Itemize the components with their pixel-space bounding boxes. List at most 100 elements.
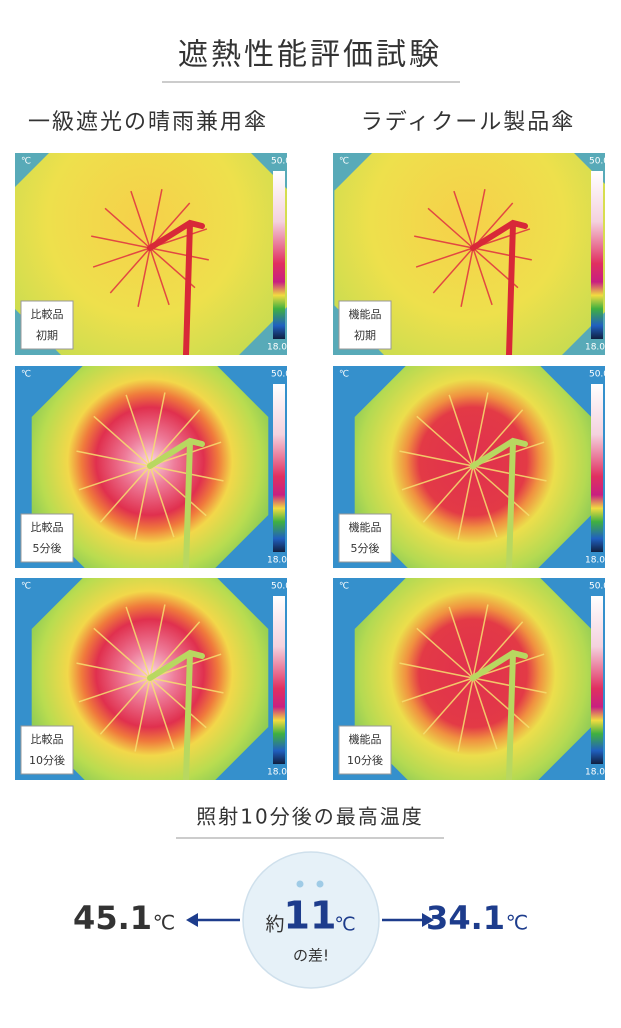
column-heading: ラディクール製品傘 (361, 110, 575, 135)
umbrella-rib (134, 677, 151, 752)
unit-label: ℃ (21, 582, 31, 592)
umbrella-rib (149, 247, 170, 306)
umbrella-handle (147, 649, 205, 780)
result-title: 照射10分後の最高温度 (196, 805, 423, 829)
label-line: 10分後 (29, 753, 65, 767)
umbrella-rib (472, 392, 489, 467)
right-unit: ℃ (506, 911, 528, 935)
umbrella-rib (109, 247, 151, 294)
umbrella-canopy (334, 153, 605, 355)
umbrella-rib (472, 621, 524, 679)
umbrella-rib (149, 677, 175, 750)
left-unit: ℃ (153, 911, 175, 935)
umbrella-rib (149, 189, 163, 249)
thermal-image: ℃ 50.0 18.0 比較品 5分後 (15, 366, 291, 568)
scale-bar (591, 596, 603, 764)
umbrella-rib (149, 409, 201, 467)
umbrella-rib (457, 465, 474, 540)
scale-max: 50.0 (271, 370, 291, 380)
scale-min: 18.0 (585, 768, 605, 778)
umbrella-rib (460, 247, 474, 307)
umbrella-rib (472, 247, 532, 261)
label-box (338, 513, 392, 563)
label-line: 初期 (36, 329, 58, 342)
diff-badge (242, 851, 380, 989)
scale-bar (273, 384, 285, 552)
umbrella-canopy (15, 153, 287, 355)
scale-min: 18.0 (585, 556, 605, 566)
umbrella-rib (457, 677, 474, 752)
umbrella-rib (472, 465, 530, 517)
umbrella-rib (130, 190, 151, 249)
umbrella-rib (134, 465, 151, 540)
umbrella-rib (137, 247, 151, 307)
umbrella-rib (149, 465, 175, 538)
scale-bar (591, 171, 603, 339)
umbrella-handle (470, 437, 528, 568)
umbrella-rib (149, 392, 166, 467)
unit-label: ℃ (339, 157, 349, 167)
diff-value: 11 (284, 894, 337, 938)
umbrella-rib (78, 465, 151, 491)
scale-bar (591, 384, 603, 552)
umbrella-rib (399, 450, 474, 467)
scale-max: 50.0 (589, 157, 609, 167)
umbrella-rib (99, 465, 151, 523)
umbrella-rib (472, 409, 524, 467)
scale-max: 50.0 (589, 582, 609, 592)
label-line: 比較品 (31, 308, 64, 321)
umbrella-rib (448, 394, 474, 467)
umbrella-rib (416, 415, 474, 467)
umbrella-handle (147, 437, 205, 568)
umbrella-rib (453, 190, 474, 249)
left-temp: 45.1 (73, 899, 152, 937)
diff-prefix: 約 (265, 914, 284, 936)
scale-bar (273, 171, 285, 339)
umbrella-rib (422, 465, 474, 523)
scale-max: 50.0 (271, 157, 291, 167)
label-line: 5分後 (351, 541, 380, 555)
label-box (20, 300, 74, 350)
umbrella-rib (149, 621, 201, 679)
umbrella-rib (432, 247, 474, 294)
umbrella-rib (149, 247, 209, 261)
umbrella-rib (472, 465, 498, 538)
diff-suffix: の差! (293, 947, 329, 965)
umbrella-handle (470, 649, 528, 780)
arrow-left-head (186, 913, 198, 927)
umbrella-rib (149, 604, 166, 679)
unit-label: ℃ (339, 582, 349, 592)
scale-max: 50.0 (589, 370, 609, 380)
umbrella-rib (99, 677, 151, 735)
umbrella-rib (104, 207, 151, 249)
scale-min: 18.0 (585, 343, 605, 353)
umbrella-rib (76, 450, 151, 467)
umbrella-handle (147, 219, 205, 355)
badge-dot (296, 880, 304, 888)
right-temp: 34.1 (426, 899, 505, 937)
arrow-right-head (422, 913, 434, 927)
diff-unit: ℃ (334, 914, 355, 936)
umbrella-rib (91, 235, 151, 249)
column-heading: 一級遮光の晴雨兼用傘 (28, 110, 268, 135)
label-box (338, 300, 392, 350)
page-title: 遮熱性能評価試験 (178, 38, 442, 73)
scale-min: 18.0 (267, 768, 287, 778)
umbrella-rib (415, 247, 474, 268)
umbrella-rib (93, 627, 151, 679)
badge-dot (316, 880, 324, 888)
label-line: 初期 (354, 329, 376, 342)
umbrella-rib (149, 465, 207, 517)
umbrella-rib (401, 465, 474, 491)
umbrella-rib (422, 677, 474, 735)
umbrella-handle (470, 219, 528, 355)
umbrella-rib (472, 604, 489, 679)
umbrella-rib (472, 677, 530, 729)
thermal-image: ℃ 50.0 18.0 機能品 10分後 (333, 578, 609, 780)
umbrella-rib (92, 247, 151, 268)
umbrella-rib (125, 606, 151, 679)
umbrella-rib (448, 606, 474, 679)
